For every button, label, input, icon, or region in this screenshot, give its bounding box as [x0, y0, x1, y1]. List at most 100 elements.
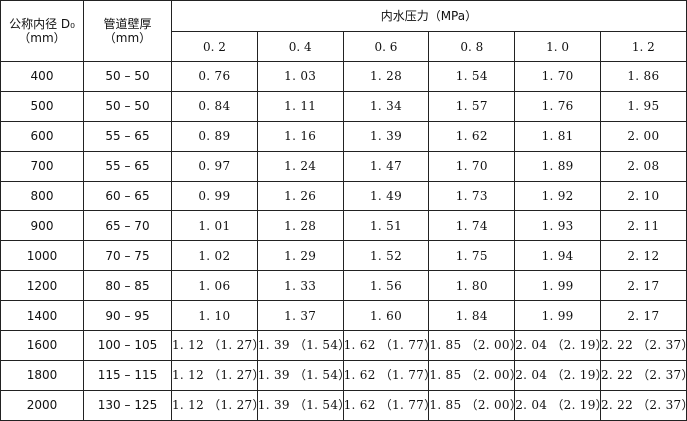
cell-pressure-value: 1. 62 （1. 77）	[342, 389, 430, 421]
header-water-pressure: 内水压力（MPa）	[171, 0, 687, 32]
cell-wall-thickness: 115 – 115	[83, 359, 172, 391]
table-row: 1800 115 – 115 1. 12 （1. 27） 1. 39 （1. 54） 1…	[0, 359, 687, 391]
table-row: 1000 70 – 75 1. 02 1. 29 1. 52 1. 75 1. 94 2. 1…	[0, 240, 687, 272]
table-row: 600 55 – 65 0. 89 1. 16 1. 39 1. 62 1. 81 2. 00	[0, 120, 687, 152]
header-pressure-2: 0. 6	[342, 31, 430, 62]
cell-wall-thickness: 130 – 125	[83, 389, 172, 421]
cell-pressure-value: 1. 62 （1. 77）	[342, 359, 430, 391]
cell-wall-thickness: 100 – 105	[83, 330, 172, 361]
cell-pressure-value: 1. 99	[514, 300, 601, 332]
cell-pressure-value: 2. 04 （2. 19）	[514, 330, 601, 361]
cell-wall-thickness: 70 – 75	[83, 240, 172, 272]
cell-wall-thickness: 60 – 65	[83, 180, 172, 212]
cell-pressure-value: 1. 10	[171, 300, 258, 332]
cell-pressure-value: 1. 85 （2. 00）	[428, 330, 516, 361]
cell-pressure-value: 1. 01	[171, 210, 258, 242]
table-row: 1400 90 – 95 1. 10 1. 37 1. 60 1. 84 1. 99 2. 1…	[0, 300, 687, 332]
cell-pressure-value: 1. 56	[342, 270, 430, 302]
cell-pressure-value: 1. 73	[428, 180, 516, 212]
cell-pressure-value: 1. 16	[256, 120, 344, 152]
cell-pressure-value: 0. 76	[171, 61, 258, 92]
cell-diameter: 500	[0, 90, 84, 122]
cell-diameter: 1400	[0, 300, 84, 332]
cell-pressure-value: 1. 60	[342, 300, 430, 332]
cell-pressure-value: 2. 22 （2. 37）	[599, 389, 687, 421]
cell-pressure-value: 1. 57	[428, 90, 516, 122]
table-row: 1600 100 – 105 1. 12 （1. 27） 1. 39 （1. 54） 1…	[0, 330, 687, 361]
cell-diameter: 1600	[0, 330, 84, 361]
cell-diameter: 2000	[0, 389, 84, 421]
header-pressure-5: 1. 2	[599, 31, 687, 62]
cell-pressure-value: 1. 26	[256, 180, 344, 212]
cell-wall-thickness: 80 – 85	[83, 270, 172, 302]
table-row: 1200 80 – 85 1. 06 1. 33 1. 56 1. 80 1. 99 2. 1…	[0, 270, 687, 302]
cell-diameter: 1000	[0, 240, 84, 272]
header-pressure-1: 0. 4	[256, 31, 344, 62]
cell-pressure-value: 1. 02	[171, 240, 258, 272]
cell-pressure-value: 1. 80	[428, 270, 516, 302]
cell-pressure-value: 2. 04 （2. 19）	[514, 359, 601, 391]
cell-pressure-value: 1. 85 （2. 00）	[428, 389, 516, 421]
cell-pressure-value: 1. 39 （1. 54）	[256, 330, 344, 361]
table-row: 2000 130 – 125 1. 12 （1. 27） 1. 39 （1. 54） 1…	[0, 389, 687, 421]
cell-diameter: 800	[0, 180, 84, 212]
cell-wall-thickness: 65 – 70	[83, 210, 172, 242]
cell-pressure-value: 2. 11	[599, 210, 687, 242]
cell-pressure-value: 1. 74	[428, 210, 516, 242]
cell-pressure-value: 1. 37	[256, 300, 344, 332]
cell-wall-thickness: 55 – 65	[83, 120, 172, 152]
cell-wall-thickness: 50 – 50	[83, 61, 172, 92]
cell-diameter: 1200	[0, 270, 84, 302]
cell-pressure-value: 2. 12	[599, 240, 687, 272]
cell-pressure-value: 1. 34	[342, 90, 430, 122]
cell-pressure-value: 1. 06	[171, 270, 258, 302]
header-row-top: 公称内径 D₀ （mm） 管道壁厚 （mm） 内水压力（MPa）	[0, 0, 687, 62]
cell-pressure-value: 1. 75	[428, 240, 516, 272]
cell-diameter: 700	[0, 150, 84, 182]
cell-wall-thickness: 90 – 95	[83, 300, 172, 332]
cell-pressure-value: 1. 12 （1. 27）	[171, 330, 258, 361]
cell-pressure-value: 1. 39 （1. 54）	[256, 389, 344, 421]
cell-pressure-value: 1. 39	[342, 120, 430, 152]
header-pressure-4: 1. 0	[514, 31, 601, 62]
cell-pressure-value: 2. 04 （2. 19）	[514, 389, 601, 421]
table-row: 700 55 – 65 0. 97 1. 24 1. 47 1. 70 1. 89 2. 08	[0, 150, 687, 182]
cell-pressure-value: 1. 51	[342, 210, 430, 242]
cell-pressure-value: 1. 99	[514, 270, 601, 302]
cell-pressure-value: 2. 17	[599, 300, 687, 332]
cell-pressure-value: 2. 10	[599, 180, 687, 212]
cell-pressure-value: 1. 28	[342, 61, 430, 92]
header-diameter-line1: 公称内径 D₀	[9, 17, 75, 31]
cell-pressure-value: 1. 03	[256, 61, 344, 92]
cell-pressure-value: 1. 92	[514, 180, 601, 212]
cell-pressure-value: 1. 76	[514, 90, 601, 122]
cell-diameter: 600	[0, 120, 84, 152]
cell-pressure-value: 1. 12 （1. 27）	[171, 359, 258, 391]
cell-diameter: 400	[0, 61, 84, 92]
cell-pressure-value: 0. 97	[171, 150, 258, 182]
header-wall-line1: 管道壁厚	[103, 17, 152, 31]
cell-pressure-value: 1. 70	[428, 150, 516, 182]
cell-pressure-value: 2. 22 （2. 37）	[599, 359, 687, 391]
table-row: 500 50 – 50 0. 84 1. 11 1. 34 1. 57 1. 76 1. 95	[0, 90, 687, 122]
cell-pressure-value: 1. 93	[514, 210, 601, 242]
cell-pressure-value: 1. 84	[428, 300, 516, 332]
cell-pressure-value: 1. 29	[256, 240, 344, 272]
header-wall-line2: （mm）	[103, 31, 152, 45]
cell-pressure-value: 1. 95	[599, 90, 687, 122]
cell-pressure-value: 1. 62	[428, 120, 516, 152]
header-row-pressures: 0. 2 0. 4 0. 6 0. 8 1. 0 1. 2	[1, 31, 687, 62]
cell-pressure-value: 0. 89	[171, 120, 258, 152]
cell-pressure-value: 1. 11	[256, 90, 344, 122]
cell-pressure-value: 2. 22 （2. 37）	[599, 330, 687, 361]
header-diameter-line2: （mm）	[18, 31, 66, 45]
cell-pressure-value: 1. 47	[342, 150, 430, 182]
cell-pressure-value: 1. 39 （1. 54）	[256, 359, 344, 391]
table-header: 公称内径 D₀ （mm） 管道壁厚 （mm） 内水压力（MPa） 0. 2 0.…	[0, 0, 687, 62]
cell-pressure-value: 1. 52	[342, 240, 430, 272]
cell-pressure-value: 1. 28	[256, 210, 344, 242]
table-row: 900 65 – 70 1. 01 1. 28 1. 51 1. 74 1. 93 2. 11	[0, 210, 687, 242]
cell-pressure-value: 2. 08	[599, 150, 687, 182]
cell-pressure-value: 0. 99	[171, 180, 258, 212]
